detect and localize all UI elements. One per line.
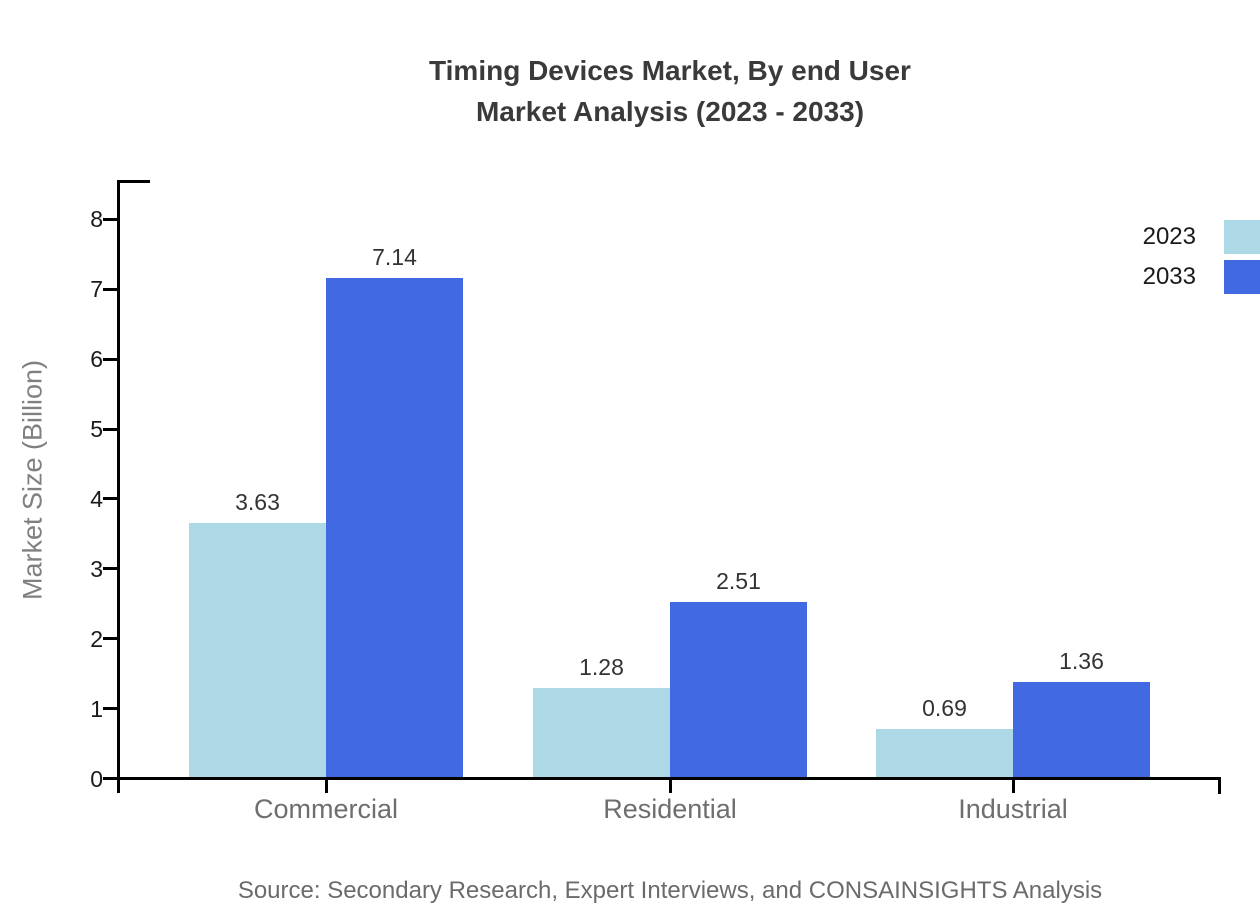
legend-label-2023: 2023 bbox=[1142, 223, 1196, 250]
y-tick-label: 7 bbox=[90, 276, 103, 302]
x-tick bbox=[325, 777, 328, 793]
y-tick-label: 8 bbox=[90, 206, 103, 232]
y-tick bbox=[103, 358, 117, 361]
y-tick-label: 5 bbox=[90, 416, 103, 442]
y-tick-label: 2 bbox=[90, 626, 103, 652]
legend-item-2023: 2023 bbox=[1140, 220, 1260, 254]
y-tick bbox=[103, 428, 117, 431]
bar-2023-residential bbox=[533, 688, 670, 777]
x-tick bbox=[1012, 777, 1015, 793]
y-tick bbox=[103, 777, 117, 780]
category-label-commercial: Commercial bbox=[253, 794, 399, 824]
value-label-2033-commercial: 7.14 bbox=[372, 244, 417, 270]
category-label-residential: Residential bbox=[603, 794, 737, 824]
y-tick bbox=[103, 637, 117, 640]
bar-2033-industrial bbox=[1013, 682, 1150, 777]
bar-2033-residential bbox=[670, 602, 807, 777]
y-tick bbox=[103, 707, 117, 710]
legend-label-2033: 2033 bbox=[1142, 263, 1196, 290]
x-tick bbox=[669, 777, 672, 793]
x-axis-end-cap bbox=[1218, 777, 1221, 794]
y-tick-label: 4 bbox=[90, 486, 103, 512]
y-tick-label: 3 bbox=[90, 556, 103, 582]
y-tick bbox=[103, 497, 117, 500]
y-axis-line bbox=[117, 180, 120, 793]
chart-title-line1: Timing Devices Market, By end User bbox=[429, 55, 911, 86]
y-tick-label: 6 bbox=[90, 346, 103, 372]
legend-swatch-2023 bbox=[1224, 220, 1260, 254]
y-axis-end-cap bbox=[117, 180, 150, 183]
value-label-2023-residential: 1.28 bbox=[579, 654, 624, 680]
bar-2033-commercial bbox=[326, 278, 463, 777]
y-tick bbox=[103, 288, 117, 291]
value-label-2023-commercial: 3.63 bbox=[235, 489, 280, 515]
y-axis-title: Market Size (Billion) bbox=[17, 359, 48, 601]
y-tick-label: 1 bbox=[90, 696, 103, 722]
legend-item-2033: 2033 bbox=[1140, 260, 1260, 294]
value-label-2023-industrial: 0.69 bbox=[922, 695, 967, 721]
legend-swatch-2033 bbox=[1224, 260, 1260, 294]
chart-title-line2: Market Analysis (2023 - 2033) bbox=[475, 96, 865, 127]
source-note: Source: Secondary Research, Expert Inter… bbox=[237, 877, 1103, 904]
y-tick bbox=[103, 218, 117, 221]
value-label-2033-industrial: 1.36 bbox=[1059, 648, 1104, 674]
bar-2023-commercial bbox=[189, 523, 326, 777]
category-label-industrial: Industrial bbox=[958, 794, 1068, 824]
bar-2023-industrial bbox=[876, 729, 1013, 777]
value-label-2033-residential: 2.51 bbox=[716, 568, 761, 594]
y-tick bbox=[103, 567, 117, 570]
y-tick-label: 0 bbox=[90, 766, 103, 792]
chart-title: Timing Devices Market, By end User Marke… bbox=[80, 50, 1260, 132]
